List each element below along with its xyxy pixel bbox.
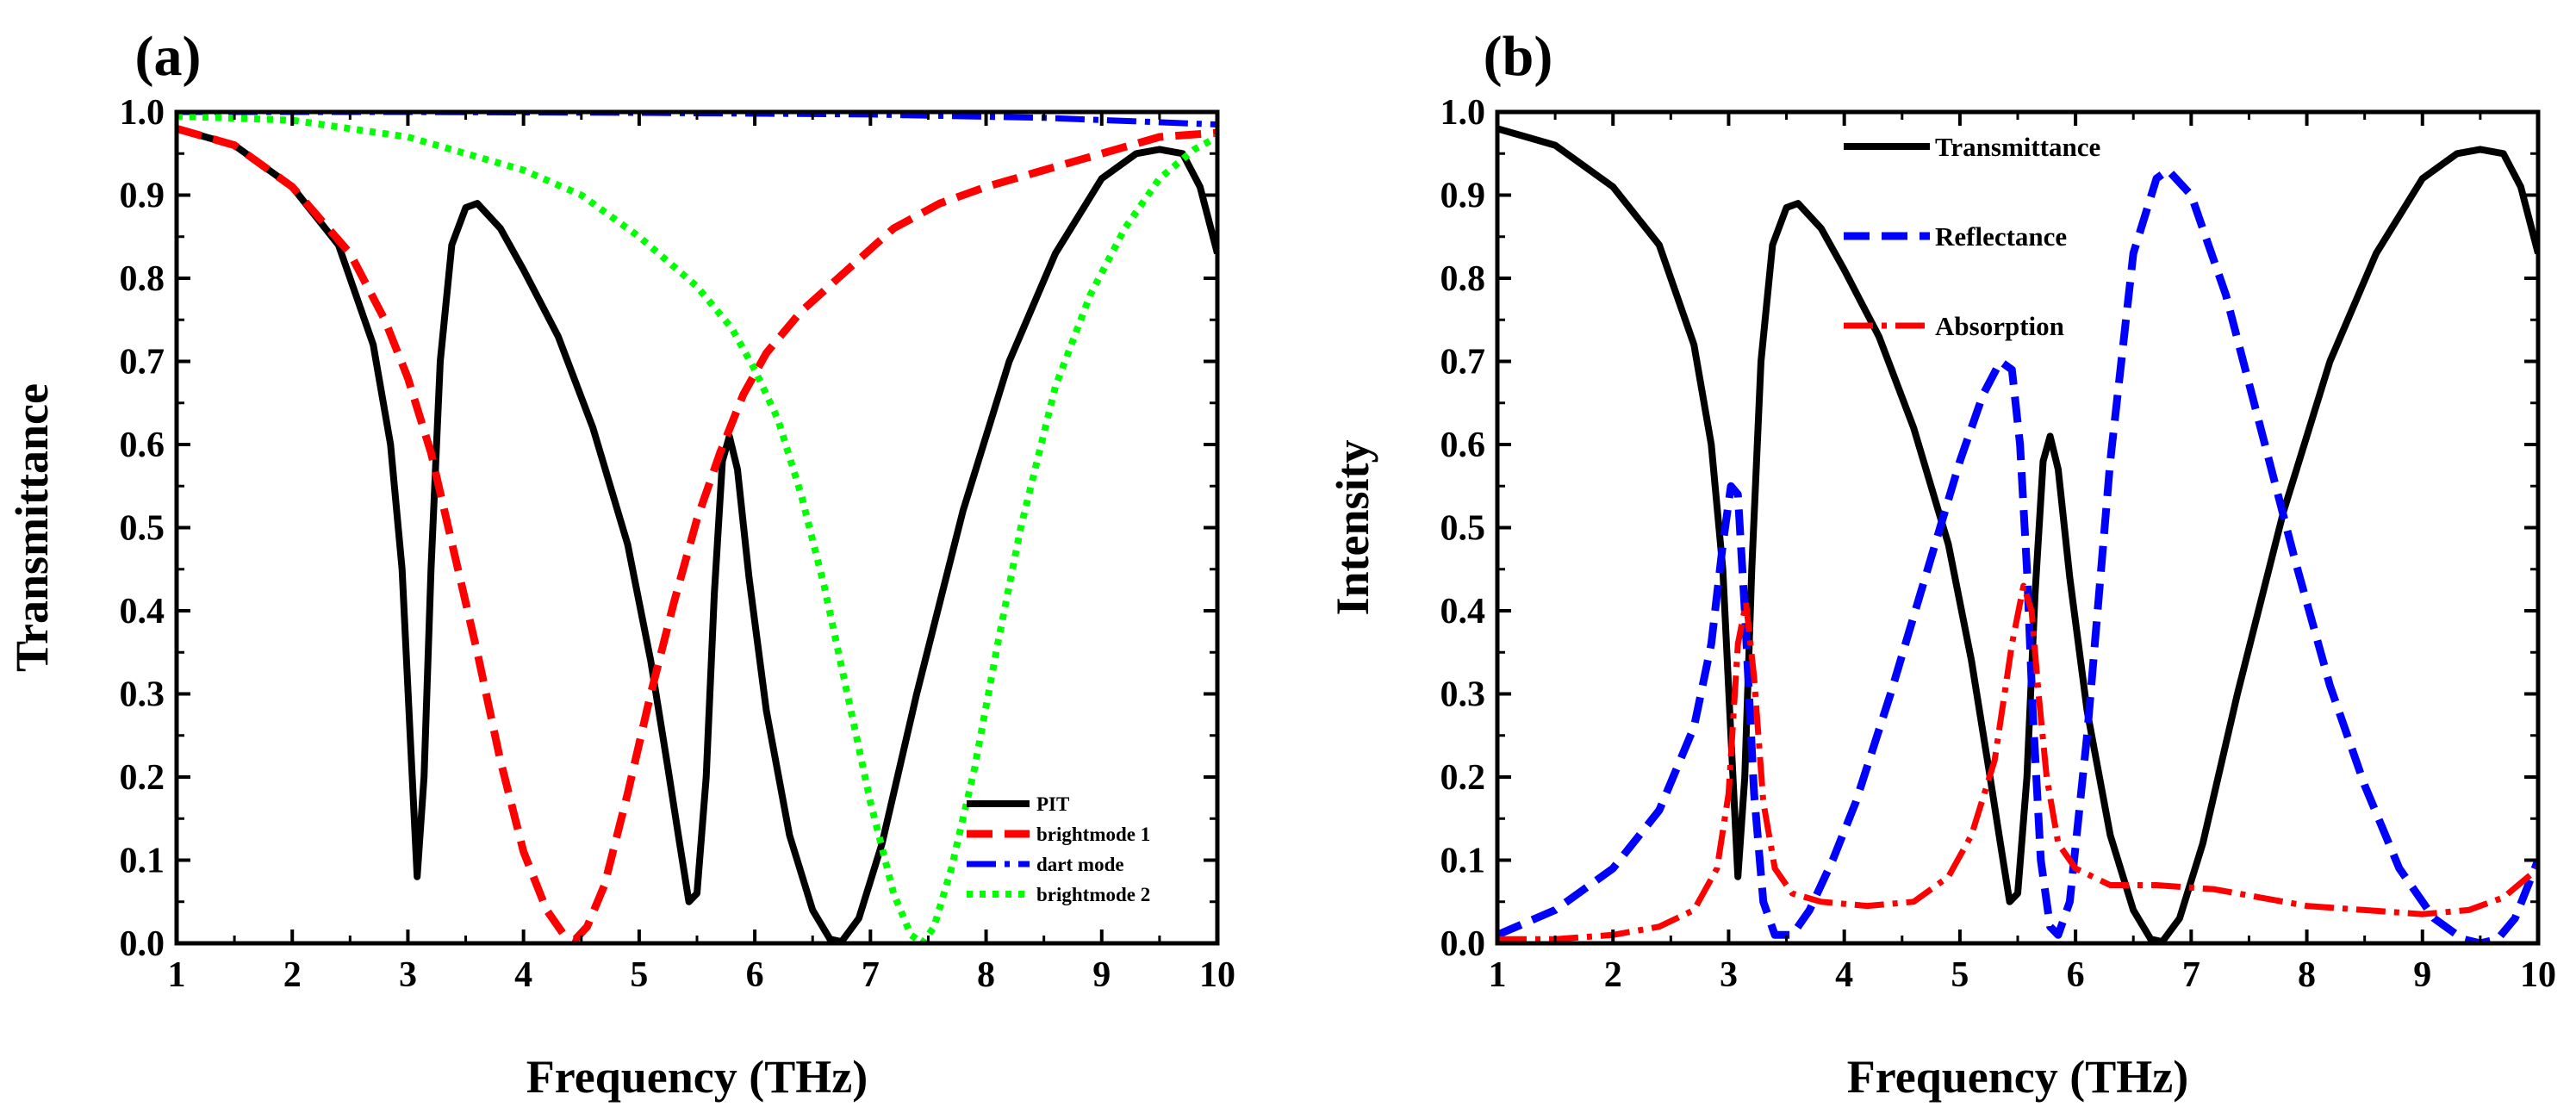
x-axis-title: Frequency (THz)	[1847, 1051, 2188, 1103]
y-tick-label: 0.4	[1440, 592, 1486, 631]
x-axis-title: Frequency (THz)	[526, 1051, 868, 1103]
y-tick-label: 0.0	[120, 924, 165, 964]
x-tick-label: 3	[1720, 955, 1738, 995]
series-line-brightmode-1	[177, 124, 1217, 943]
x-tick-label: 7	[862, 955, 880, 995]
y-tick-label: 0.9	[120, 177, 165, 216]
legend-label-pit: PIT	[1036, 793, 1069, 815]
y-tick-label: 0.7	[120, 343, 165, 382]
x-tick-label: 2	[283, 955, 302, 995]
y-tick-label: 0.5	[1440, 509, 1486, 549]
x-tick-label: 10	[1199, 955, 1235, 995]
legend-label-reflectance: Reflectance	[1935, 221, 2067, 252]
x-tick-label: 1	[168, 955, 186, 995]
y-tick-label: 0.2	[120, 758, 165, 798]
x-tick-label: 5	[630, 955, 648, 995]
x-tick-label: 3	[399, 955, 417, 995]
x-tick-label: 10	[2520, 955, 2556, 995]
series-line-absorption	[1497, 582, 2538, 942]
y-axis-title: Intensity	[1327, 439, 1378, 615]
x-tick-label: 9	[1092, 955, 1111, 995]
series-line-pit	[177, 125, 1217, 943]
x-tick-label: 4	[1835, 955, 1853, 995]
x-tick-label: 1	[1489, 955, 1507, 995]
y-axis-title: Transmittance	[6, 383, 58, 672]
legend-label-absorption: Absorption	[1935, 311, 2064, 341]
legend-label-brightmode-2: brightmode 2	[1036, 884, 1150, 905]
panel-label: (b)	[1484, 25, 1553, 88]
y-tick-label: 0.8	[120, 259, 165, 299]
x-tick-label: 5	[1951, 955, 1969, 995]
legend-label-transmittance: Transmittance	[1935, 132, 2100, 162]
y-tick-label: 0.4	[120, 592, 165, 631]
y-tick-label: 1.0	[120, 93, 165, 133]
y-tick-label: 0.1	[1440, 842, 1486, 881]
series-line-brightmode-2	[177, 112, 1217, 943]
y-tick-label: 0.3	[1440, 675, 1486, 715]
legend: PIT brightmode 1 dart mode brightmode 2	[967, 793, 1150, 905]
panel-a: (a) 1 2 3 4 5 6 7 8 9 10 0.0 0.1 0.2 0.3 0.4 0.5 0.6 0.7 0.…	[6, 25, 1235, 1103]
panel-b: (b) 1 2 3 4 5 6 7 8 9 10 0.0 0.1 0.2 0.3 0.4 0.5 0.6 0.7 0.…	[1327, 25, 2556, 1103]
y-tick-label: 0.6	[120, 426, 165, 465]
x-tick-label: 4	[514, 955, 532, 995]
y-tick-label: 1.0	[1440, 93, 1486, 133]
y-tick-label: 0.7	[1440, 343, 1486, 382]
legend-label-brightmode-1: brightmode 1	[1036, 824, 1150, 845]
y-tick-label: 0.0	[1440, 924, 1486, 964]
series-line-reflectance	[1497, 166, 2538, 943]
x-tick-label: 8	[2298, 955, 2316, 995]
legend: Transmittance Reflectance Absorption	[1844, 132, 2100, 341]
x-tick-label: 6	[2067, 955, 2085, 995]
x-tick-label: 8	[977, 955, 995, 995]
series-group	[1497, 125, 2538, 943]
panel-label: (a)	[135, 25, 202, 88]
y-tick-label: 0.3	[120, 675, 165, 715]
y-tick-label: 0.8	[1440, 259, 1486, 299]
x-tick-label: 6	[746, 955, 764, 995]
series-group	[177, 112, 1217, 943]
x-tick-label: 2	[1604, 955, 1622, 995]
y-tick-label: 0.6	[1440, 426, 1486, 465]
legend-label-dart-mode: dart mode	[1036, 854, 1124, 875]
y-tick-label: 0.1	[120, 842, 165, 881]
series-line-transmittance	[1497, 125, 2538, 943]
y-tick-label: 0.2	[1440, 758, 1486, 798]
y-tick-label: 0.9	[1440, 177, 1486, 216]
x-tick-label: 7	[2182, 955, 2200, 995]
y-tick-label: 0.5	[120, 509, 165, 549]
x-tick-label: 9	[2413, 955, 2431, 995]
